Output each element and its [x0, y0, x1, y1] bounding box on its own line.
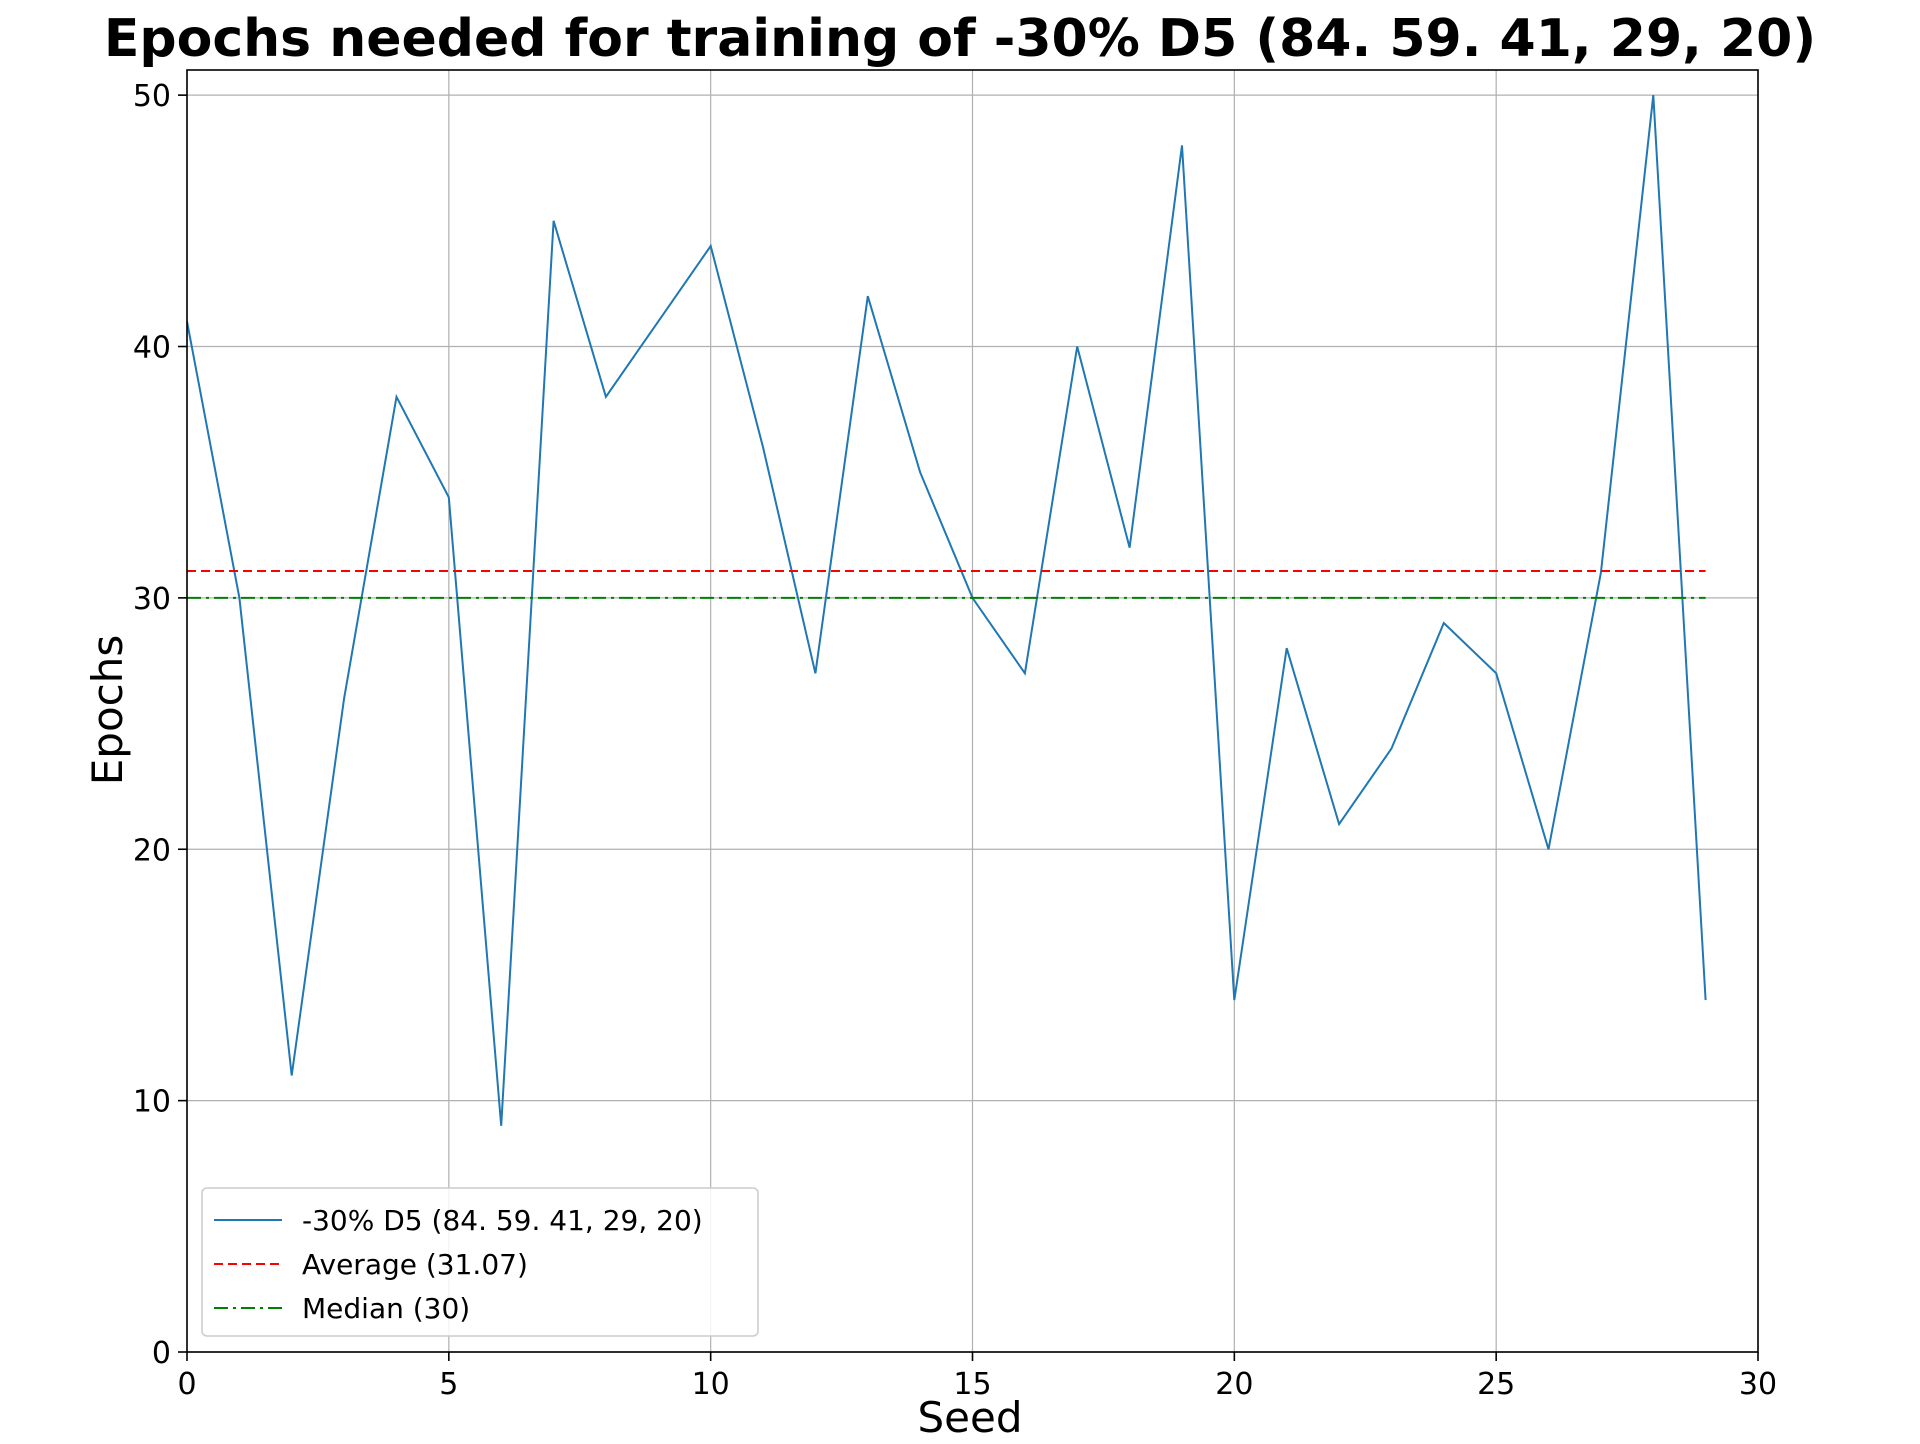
x-tick-label: 10 — [692, 1367, 730, 1402]
legend-label-0: -30% D5 (84. 59. 41, 29, 20) — [302, 1204, 703, 1237]
legend-label-2: Median (30) — [302, 1292, 470, 1325]
legend-box — [201, 1187, 759, 1337]
x-tick-label: 25 — [1477, 1367, 1515, 1402]
x-tick-label: 15 — [953, 1367, 991, 1402]
y-tick-label: 20 — [133, 833, 171, 868]
x-tick-label: 20 — [1215, 1367, 1253, 1402]
grid-lines — [186, 70, 1759, 1353]
series-lines — [186, 94, 1707, 1126]
y-tick-label: 30 — [133, 582, 171, 617]
legend: -30% D5 (84. 59. 41, 29, 20) Average (31.… — [201, 1187, 759, 1337]
x-tick-label: 30 — [1739, 1367, 1777, 1402]
chart-title: Epochs needed for training of -30% D5 (8… — [104, 9, 1816, 69]
y-tick-label: 0 — [152, 1336, 171, 1371]
legend-label-1: Average (31.07) — [302, 1248, 528, 1281]
y-tick-label: 40 — [133, 331, 171, 366]
y-axis-label: Epochs — [83, 635, 132, 786]
x-tick-label: 0 — [177, 1367, 196, 1402]
x-axis-label: Seed — [918, 1393, 1023, 1440]
series-line-0 — [186, 94, 1707, 1126]
x-tick-label: 5 — [439, 1367, 458, 1402]
y-tick-label: 50 — [133, 79, 171, 114]
axis-ticks: 0 5 10 15 20 25 30 0 10 20 30 40 50 — [133, 79, 1777, 1402]
y-tick-label: 10 — [133, 1085, 171, 1120]
